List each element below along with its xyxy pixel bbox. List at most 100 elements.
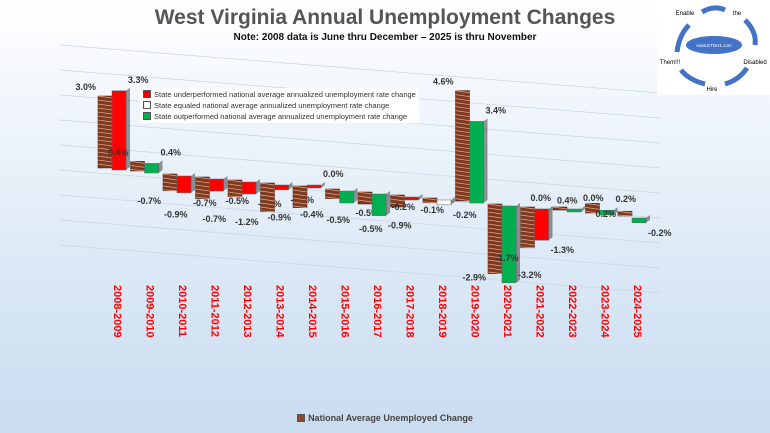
flag-stripe — [487, 255, 503, 259]
flag-stripe — [585, 203, 600, 206]
flag-stripe — [487, 243, 503, 247]
flag-stripe — [422, 201, 438, 204]
flag-stripe — [520, 242, 535, 246]
national-value-label: -0.9% — [267, 213, 291, 223]
flag-stripe — [390, 202, 405, 206]
flag-stripe — [455, 110, 470, 113]
national-bar — [552, 206, 568, 211]
state-bar-side — [288, 182, 293, 190]
state-bar — [631, 217, 647, 224]
flag-stripe — [487, 231, 503, 235]
flag-stripe — [357, 199, 373, 203]
flag-stripe — [97, 143, 113, 147]
flag-stripe — [97, 151, 113, 155]
flag-stripe — [195, 192, 210, 196]
flag-stripe — [97, 111, 113, 115]
flag-stripe — [520, 226, 535, 230]
flag-stripe — [455, 118, 470, 121]
state-bar — [371, 193, 387, 216]
flag-stripe — [325, 188, 340, 192]
flag-stripe — [325, 192, 340, 196]
flag-stripe — [227, 187, 243, 191]
flag-stripe — [455, 178, 470, 181]
flag-stripe — [487, 259, 503, 263]
state-value-label: -0.1% — [421, 205, 445, 215]
state-bar — [176, 175, 192, 194]
flag-stripe — [97, 163, 113, 167]
state-bar — [599, 209, 614, 216]
flag-stripe — [195, 196, 210, 199]
flag-stripe — [487, 219, 503, 223]
flag-stripe — [162, 173, 178, 177]
flag-stripe — [455, 94, 470, 97]
flag-stripe — [97, 107, 113, 111]
category-label: 2019-2020 — [469, 285, 481, 338]
chart-subtitle: Note: 2008 data is June thru December – … — [233, 32, 537, 43]
flag-stripe — [585, 207, 600, 210]
flag-stripe — [455, 158, 470, 161]
category-group: 4.6% 3.4% 2019-2020 — [433, 77, 506, 338]
flag-stripe — [97, 119, 113, 123]
flag-stripe — [520, 218, 535, 222]
flag-stripe — [227, 191, 243, 195]
flag-stripe — [97, 99, 113, 103]
state-bar — [404, 196, 419, 201]
category-group: -0.2% -0.2% 2018-2019 — [391, 197, 477, 338]
flag-stripe — [455, 198, 470, 201]
flag-stripe — [130, 161, 145, 164]
flag-stripe — [520, 246, 535, 249]
flag-stripe — [292, 197, 308, 201]
state-bar-side — [126, 87, 130, 170]
flag-stripe — [487, 215, 503, 219]
flag-stripe — [195, 176, 210, 180]
flag-stripe — [552, 206, 568, 210]
national-value-label: -0.9% — [164, 210, 188, 220]
flag-stripe — [455, 114, 470, 117]
flag-stripe — [520, 238, 535, 242]
flag-stripe — [455, 170, 470, 173]
flag-stripe — [357, 191, 373, 195]
flag-stripe — [97, 135, 113, 139]
flag-stripe — [487, 271, 503, 274]
gridline — [59, 194, 661, 244]
flag-stripe — [455, 122, 470, 125]
flag-stripe — [455, 150, 470, 153]
category-group: -0.5% -0.1% 2017-2018 — [359, 194, 444, 338]
flag-stripe — [455, 130, 470, 133]
category-group: 0.4% 0.4% 2009-2010 — [108, 147, 181, 337]
flag-stripe — [455, 106, 470, 109]
national-value-label: 0.2% — [595, 209, 616, 219]
flag-stripe — [97, 131, 113, 135]
flag-stripe — [292, 189, 308, 193]
gridline — [59, 244, 661, 294]
flag-stripe — [292, 201, 308, 205]
state-bar — [209, 178, 224, 192]
category-group: 0.4% 0.2% 2023-2024 — [557, 194, 636, 338]
flag-stripe — [455, 182, 470, 185]
flag-stripe — [487, 235, 503, 239]
flag-stripe — [487, 267, 503, 271]
flag-stripe — [455, 142, 470, 145]
flag-stripe — [97, 123, 113, 127]
flag-stripe — [195, 180, 210, 184]
state-value-label: -0.2% — [648, 228, 672, 238]
flag-stripe — [455, 194, 470, 197]
flag-stripe — [292, 185, 308, 189]
state-bar-side — [321, 182, 325, 188]
flag-stripe — [162, 177, 178, 181]
state-value-label: -0.9% — [388, 221, 412, 231]
state-bar — [111, 90, 127, 171]
state-bar — [469, 121, 484, 204]
national-value-label: -1.2% — [235, 217, 259, 227]
flag-stripe — [520, 234, 535, 238]
flag-stripe — [455, 134, 470, 137]
state-bar-side — [418, 194, 423, 200]
category-label: 2018-2019 — [436, 285, 448, 338]
flag-stripe — [97, 95, 113, 99]
flag-stripe — [487, 211, 503, 215]
legend: State underperformed national average an… — [140, 88, 419, 123]
state-value-label: -0.5% — [356, 208, 380, 218]
flag-stripe — [260, 202, 275, 206]
flag-stripe — [97, 147, 113, 151]
